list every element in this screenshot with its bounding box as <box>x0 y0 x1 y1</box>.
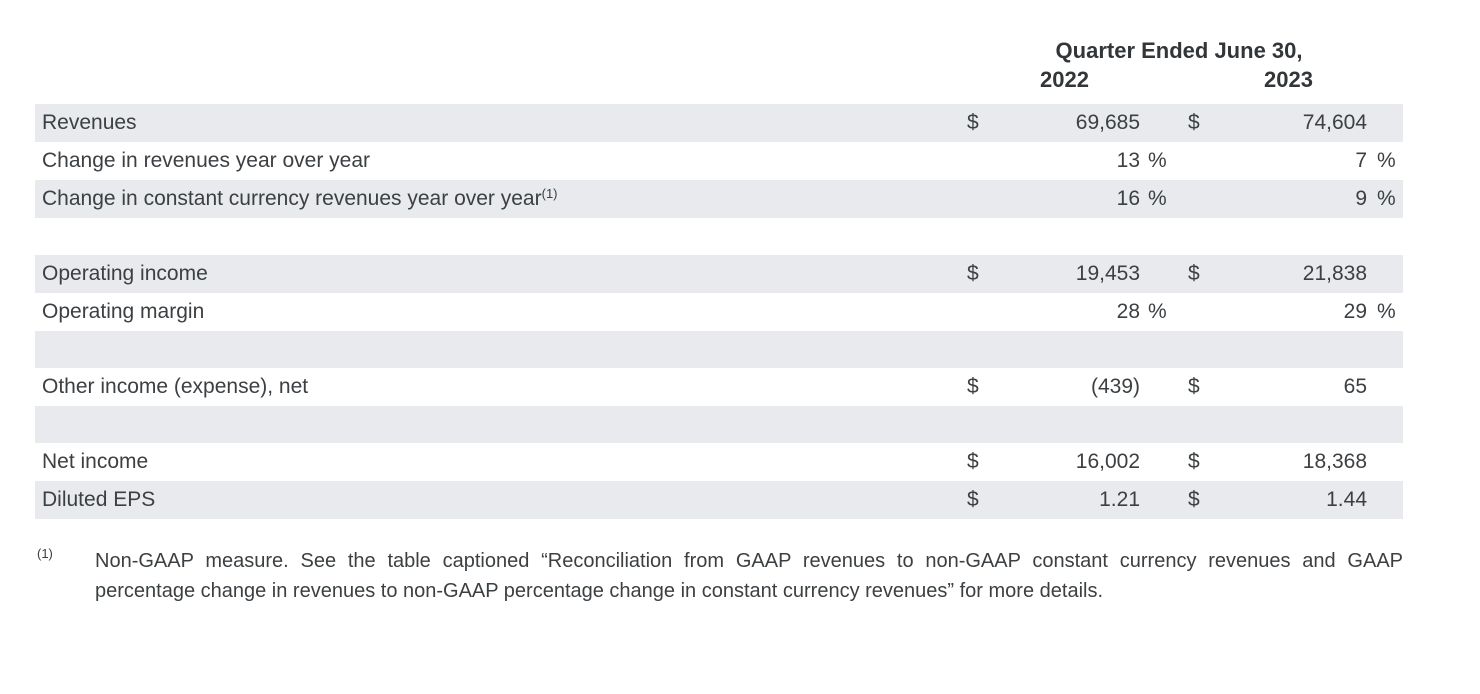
percent-sign-2022: % <box>1148 149 1167 172</box>
percent-sign-2023 <box>1367 255 1404 293</box>
header-spacer-cell <box>35 64 955 104</box>
value-2023: 29 <box>1343 300 1367 323</box>
row-label: Diluted EPS <box>35 481 955 519</box>
table-row-operating-income: Operating income $ 19,453 $ 21,838 <box>35 255 1404 293</box>
table-row-operating-margin: Operating margin 28 % 29 % <box>35 293 1403 331</box>
currency-symbol-2023 <box>1174 293 1204 331</box>
row-label: Revenues <box>35 104 955 142</box>
value-2023: 7 <box>1355 149 1367 172</box>
value-2023: 18,368 <box>1302 450 1367 473</box>
table-row-net-income: Net income $ 16,002 $ 18,368 <box>35 443 1403 481</box>
percent-sign-2023 <box>1367 104 1404 142</box>
footnote-text: Non-GAAP measure. See the table captione… <box>95 550 1403 602</box>
table-header-title-row: Quarter Ended June 30, <box>35 28 1403 64</box>
currency-symbol-2023: $ <box>1174 104 1204 142</box>
value-2023: 1.44 <box>1204 481 1367 519</box>
percent-sign-2023 <box>1367 443 1403 481</box>
table-row-revenue-change: Change in revenues year over year 13 % 7… <box>35 142 1403 180</box>
spacer-row <box>35 218 1403 255</box>
currency-symbol-2022 <box>955 293 985 331</box>
currency-symbol-2022: $ <box>967 375 979 398</box>
table-row-constant-currency-change: Change in constant currency revenues yea… <box>35 180 1404 218</box>
percent-sign-2023 <box>1367 481 1404 519</box>
row-label: Change in revenues year over year <box>42 149 371 172</box>
table-header-years-row: 2022 2023 <box>35 64 1403 104</box>
percent-sign-2023: % <box>1377 149 1396 172</box>
value-2023: 21,838 <box>1204 255 1367 293</box>
percent-sign-2023: % <box>1377 300 1396 323</box>
financial-results-page: Quarter Ended June 30, 2022 2023 Revenue… <box>35 28 1404 606</box>
percent-sign-2022 <box>1140 443 1174 481</box>
currency-symbol-2022 <box>955 142 985 180</box>
spacer-cell <box>35 331 1404 368</box>
currency-symbol-2022 <box>955 180 985 218</box>
footnote-marker: (1) <box>37 546 53 561</box>
header-spacer-cell <box>35 28 955 64</box>
value-2023: 9 <box>1204 180 1367 218</box>
table-row-revenues: Revenues $ 69,685 $ 74,604 <box>35 104 1404 142</box>
percent-sign-2022 <box>1140 368 1174 406</box>
value-2022: (439) <box>1090 375 1140 398</box>
spacer-row <box>35 331 1404 368</box>
footnote-reference: (1) <box>541 186 558 201</box>
value-2023: 74,604 <box>1204 104 1367 142</box>
table-row-diluted-eps: Diluted EPS $ 1.21 $ 1.44 <box>35 481 1404 519</box>
column-header-2023: 2023 <box>1264 67 1313 92</box>
currency-symbol-2022: $ <box>955 104 985 142</box>
currency-symbol-2023: $ <box>1174 481 1204 519</box>
percent-sign-2022: % <box>1140 180 1174 218</box>
value-2022: 13 <box>1116 149 1140 172</box>
row-label: Operating income <box>35 255 955 293</box>
spacer-cell <box>35 218 1403 255</box>
currency-symbol-2022: $ <box>967 450 979 473</box>
percent-sign-2023: % <box>1367 180 1404 218</box>
spacer-cell <box>35 406 1404 443</box>
value-2022: 19,453 <box>985 255 1140 293</box>
row-label: Net income <box>42 450 149 473</box>
percent-sign-2022 <box>1140 104 1174 142</box>
value-2022: 1.21 <box>985 481 1140 519</box>
currency-symbol-2023 <box>1174 142 1204 180</box>
currency-symbol-2023: $ <box>1174 255 1204 293</box>
row-label: Change in constant currency revenues yea… <box>35 180 955 218</box>
footnote: (1) Non-GAAP measure. See the table capt… <box>37 546 1403 606</box>
spacer-row <box>35 406 1404 443</box>
percent-sign-2022 <box>1140 481 1174 519</box>
value-2023: 65 <box>1343 375 1367 398</box>
currency-symbol-2023: $ <box>1188 375 1200 398</box>
value-2022: 16,002 <box>1075 450 1140 473</box>
value-2022: 16 <box>985 180 1140 218</box>
period-header: Quarter Ended June 30, <box>1055 38 1303 63</box>
currency-symbol-2022: $ <box>955 481 985 519</box>
currency-symbol-2022: $ <box>955 255 985 293</box>
currency-symbol-2023 <box>1174 180 1204 218</box>
value-2022: 28 <box>1116 300 1140 323</box>
currency-symbol-2023: $ <box>1188 450 1200 473</box>
value-2022: 69,685 <box>985 104 1140 142</box>
row-label-text: Change in constant currency revenues yea… <box>42 187 542 210</box>
row-label: Other income (expense), net <box>42 375 309 398</box>
table-row-other-income: Other income (expense), net $ (439) $ 65 <box>35 368 1403 406</box>
percent-sign-2022 <box>1140 255 1174 293</box>
column-header-2022: 2022 <box>1040 67 1089 92</box>
quarterly-results-table: Quarter Ended June 30, 2022 2023 Revenue… <box>35 28 1404 519</box>
row-label: Operating margin <box>42 300 205 323</box>
percent-sign-2023 <box>1367 368 1403 406</box>
percent-sign-2022: % <box>1148 300 1167 323</box>
